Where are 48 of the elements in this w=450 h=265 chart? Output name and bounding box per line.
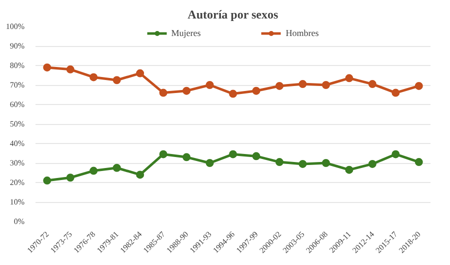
point: [66, 65, 74, 74]
y-tick-label: 70%: [10, 80, 25, 90]
y-tick-label: 90%: [10, 42, 25, 50]
point: [275, 82, 284, 90]
point: [414, 82, 423, 90]
point: [206, 159, 214, 167]
point: [392, 88, 400, 97]
point: [298, 160, 307, 168]
point: [90, 73, 98, 82]
point: [206, 81, 214, 89]
point: [90, 166, 98, 175]
y-tick-label: 20%: [10, 178, 25, 187]
y-tick-label: 0%: [14, 217, 25, 226]
y-tick-label: 50%: [10, 120, 25, 128]
point: [368, 160, 376, 168]
point: [322, 81, 330, 89]
point: [298, 80, 307, 88]
point: [136, 69, 144, 78]
y-tick-label: 40%: [10, 139, 25, 148]
y-tick-label: 80%: [10, 61, 25, 70]
point: [43, 63, 52, 72]
point: [112, 76, 121, 84]
point: [182, 86, 191, 95]
point: [112, 164, 121, 172]
y-tick-label: 30%: [10, 158, 25, 168]
point: [229, 150, 237, 158]
point: [368, 80, 376, 88]
point: [182, 153, 191, 162]
point: [66, 174, 74, 182]
point: [159, 150, 168, 158]
legend-label: Mujeres: [171, 28, 201, 38]
point: [252, 152, 260, 160]
point: [136, 170, 144, 179]
y-tick-label: 10%: [10, 198, 25, 206]
point: [159, 88, 168, 97]
point: [252, 86, 260, 95]
point: [322, 159, 330, 167]
chart-title: Autoría por sexos: [188, 8, 278, 22]
point: [345, 166, 354, 174]
point: [43, 176, 52, 185]
y-tick-label: 60%: [10, 100, 25, 109]
point: [392, 150, 400, 158]
legend-label: Hombres: [286, 28, 319, 38]
point: [229, 90, 237, 98]
y-tick-label: 100%: [6, 22, 25, 31]
point: [345, 74, 354, 82]
point: [414, 158, 423, 166]
point: [275, 158, 284, 166]
